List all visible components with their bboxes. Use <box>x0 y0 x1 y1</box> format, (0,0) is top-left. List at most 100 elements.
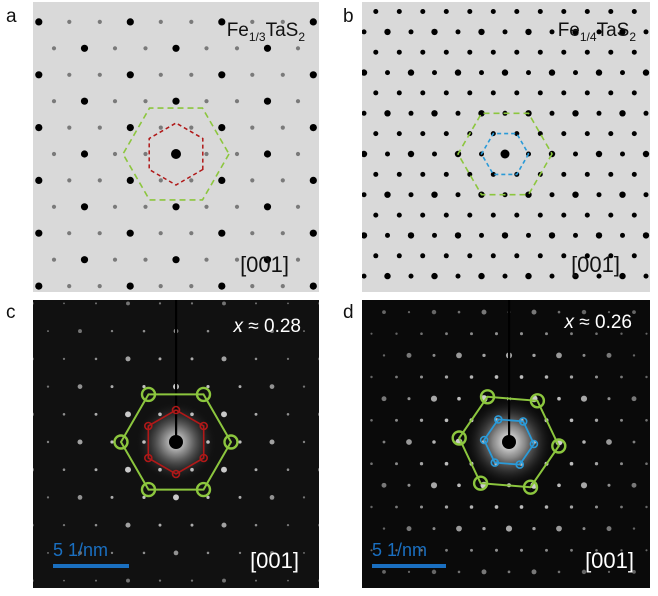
diffraction-spot <box>35 282 43 290</box>
diffraction-spot <box>250 19 255 24</box>
diffraction-spot <box>362 232 368 239</box>
diffraction-spot <box>519 548 524 552</box>
diffraction-spot <box>494 332 499 336</box>
diffraction-spot <box>80 44 89 52</box>
measured-diffraction-d <box>362 300 650 588</box>
diffraction-spot <box>62 468 66 471</box>
diffraction-spot <box>420 9 426 14</box>
diffraction-spot <box>51 257 57 262</box>
diffraction-spot <box>255 579 257 582</box>
diffraction-spot <box>525 191 532 198</box>
diffraction-spot <box>250 178 255 183</box>
diffraction-spot <box>33 468 34 472</box>
diffraction-spot <box>110 495 114 499</box>
diffraction-spot <box>362 110 367 116</box>
diffraction-spot <box>420 212 426 218</box>
diffraction-spot <box>204 204 209 209</box>
diffraction-spot <box>501 232 509 239</box>
diffraction-spot <box>67 72 72 77</box>
diffraction-spot <box>112 99 118 104</box>
diffraction-spot <box>46 385 50 388</box>
diffraction-spot <box>78 329 82 334</box>
diffraction-spot <box>280 178 285 183</box>
diffraction-spot <box>490 253 496 259</box>
panel-d-measured-pattern: x ≈ 0.26 [001] 5 1/nm <box>362 300 650 588</box>
diffraction-spot <box>97 125 102 130</box>
diffraction-spot <box>584 171 590 177</box>
diffraction-spot <box>557 310 561 314</box>
diffraction-spot <box>221 356 227 362</box>
diffraction-spot <box>238 495 242 499</box>
diffraction-spot <box>97 19 102 24</box>
diffraction-spot <box>112 204 118 209</box>
diffraction-spot <box>561 253 567 259</box>
diffraction-spot <box>97 178 102 183</box>
diffraction-spot <box>580 482 588 489</box>
diffraction-spot <box>126 282 134 290</box>
diffraction-spot <box>569 505 574 509</box>
diffraction-spot <box>532 526 536 531</box>
diffraction-spot <box>431 272 438 280</box>
diffraction-spot <box>190 357 194 361</box>
diffraction-spot <box>218 229 226 237</box>
diffraction-spot <box>309 282 317 290</box>
diffraction-spot <box>502 29 508 35</box>
diffraction-spot <box>408 273 414 279</box>
diffraction-spot <box>125 356 131 362</box>
diffraction-spot <box>362 192 367 198</box>
diffraction-spot <box>561 49 567 55</box>
diffraction-spot <box>67 231 72 236</box>
diffraction-spot <box>595 69 603 76</box>
diffraction-spot <box>456 352 462 359</box>
superlattice-spot-ring <box>490 458 500 467</box>
diffraction-spot <box>218 282 226 290</box>
diffraction-spot <box>250 231 255 236</box>
superlattice-hexagon <box>147 409 205 475</box>
diffraction-spot <box>594 375 599 379</box>
diffraction-spot <box>596 192 602 198</box>
diffraction-spot <box>370 419 373 422</box>
diffraction-spot <box>158 523 162 527</box>
panel-c-zone-axis: [001] <box>250 548 299 573</box>
superlattice-spot-ring <box>529 439 539 449</box>
diffraction-spot <box>467 49 473 55</box>
diffraction-spot <box>608 49 614 55</box>
diffraction-spot <box>46 496 50 499</box>
diffraction-spot <box>373 171 379 177</box>
diffraction-spot <box>234 46 240 51</box>
diffraction-spot <box>407 310 411 314</box>
superlattice-spot-ring <box>479 435 489 445</box>
panel-c-scale-label: 5 1/nm <box>53 540 109 560</box>
diffraction-spot <box>514 90 520 96</box>
diffraction-spot <box>608 171 614 177</box>
diffraction-spot <box>549 29 555 35</box>
diffraction-spot <box>457 483 461 488</box>
diffraction-spot <box>35 229 43 237</box>
diffraction-spot <box>407 69 415 76</box>
panel-label-c: c <box>6 302 16 323</box>
diffraction-spot <box>51 204 57 209</box>
diffraction-spot <box>318 357 319 361</box>
diffraction-spot <box>482 526 486 531</box>
fundamental-spot-ring <box>140 481 157 498</box>
diffraction-spot <box>631 482 637 488</box>
diffraction-spot <box>250 284 255 289</box>
diffraction-spot <box>548 232 556 239</box>
panel-d-scale-bar <box>372 564 446 568</box>
diffraction-spot <box>143 257 148 262</box>
diffraction-spot <box>431 28 438 36</box>
diffraction-spot <box>373 253 379 259</box>
diffraction-spot <box>206 385 210 389</box>
diffraction-spot <box>490 49 496 55</box>
diffraction-spot <box>384 191 391 198</box>
diffraction-spot <box>222 301 226 306</box>
diffraction-spot <box>573 70 578 76</box>
diffraction-spot <box>33 357 34 361</box>
diffraction-spot <box>490 171 496 177</box>
diffraction-spot <box>643 273 649 279</box>
fundamental-hexagon <box>119 393 233 491</box>
diffraction-spot <box>234 99 240 104</box>
diffraction-spot <box>97 284 102 289</box>
fundamental-spot-ring <box>223 434 239 450</box>
diffraction-spot <box>642 232 650 239</box>
